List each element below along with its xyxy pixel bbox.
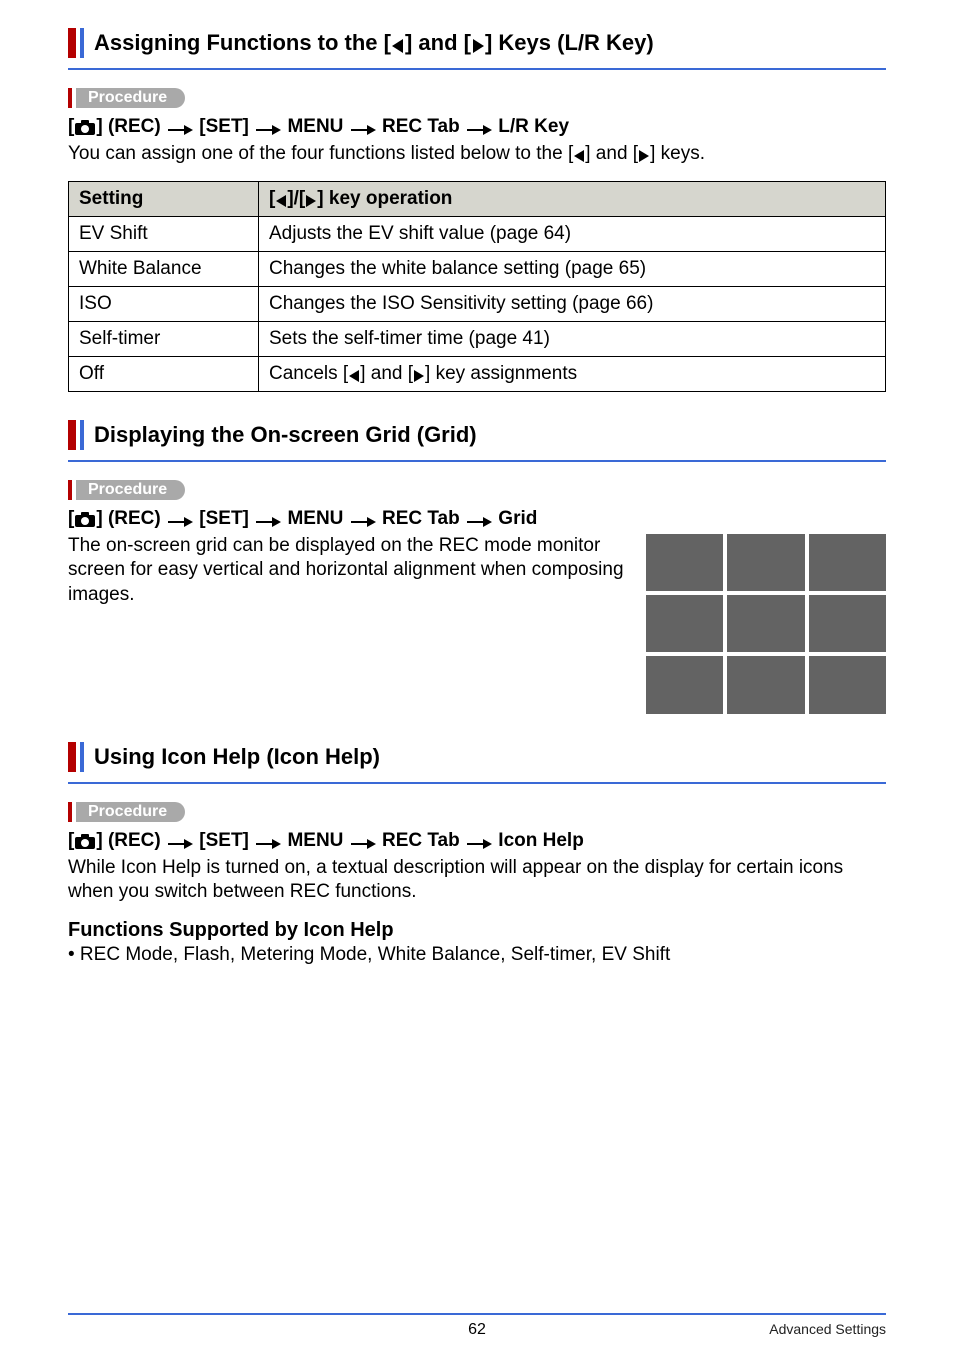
cell-op: Sets the self-timer time (page 41) (259, 321, 886, 356)
camera-icon: [] (68, 508, 103, 529)
procedure-red-bar (68, 480, 72, 500)
cell-setting: Self-timer (69, 321, 259, 356)
table-row: EV Shift Adjusts the EV shift value (pag… (69, 216, 886, 251)
breadcrumb-lrkey: [] (REC) [SET] MENU REC Tab L/R Key (68, 116, 886, 138)
arrow-icon (254, 838, 282, 850)
heading-text-lrkey: Assigning Functions to the [] and [] Key… (94, 28, 654, 58)
arrow-icon (349, 838, 377, 850)
crumb-tab: REC Tab (382, 508, 460, 529)
crumb-menu: MENU (287, 116, 343, 137)
settings-table: Setting []/[] key operation EV Shift Adj… (68, 181, 886, 392)
page-number: 62 (468, 1321, 486, 1339)
footer-label: Advanced Settings (769, 1321, 886, 1337)
breadcrumb-grid: [] (REC) [SET] MENU REC Tab Grid (68, 508, 886, 530)
crumb-tab: REC Tab (382, 116, 460, 137)
procedure-pill: Procedure (76, 88, 185, 108)
crumb-rec: (REC) (108, 830, 161, 851)
crumb-set: [SET] (199, 116, 249, 137)
procedure-red-bar (68, 802, 72, 822)
table-row: White Balance Changes the white balance … (69, 251, 886, 286)
section-heading-grid: Displaying the On-screen Grid (Grid) (68, 420, 886, 450)
camera-icon: [] (68, 116, 103, 137)
crumb-rec: (REC) (108, 508, 161, 529)
cell-setting: EV Shift (69, 216, 259, 251)
grid-preview (646, 534, 886, 714)
heading-underline (68, 68, 886, 70)
arrow-icon (465, 516, 493, 528)
crumb-target: Grid (498, 508, 537, 529)
arrow-icon (349, 516, 377, 528)
bullet-iconhelp: • REC Mode, Flash, Metering Mode, White … (68, 944, 886, 966)
section-heading-iconhelp: Using Icon Help (Icon Help) (68, 742, 886, 772)
heading-red-bar (68, 420, 76, 450)
heading-text-grid: Displaying the On-screen Grid (Grid) (94, 420, 477, 450)
procedure-label-row: Procedure (68, 88, 886, 108)
arrow-icon (166, 124, 194, 136)
heading-red-bar (68, 742, 76, 772)
body-text-iconhelp: While Icon Help is turned on, a textual … (68, 856, 886, 905)
cell-op: Adjusts the EV shift value (page 64) (259, 216, 886, 251)
arrow-icon (166, 516, 194, 528)
crumb-target: L/R Key (498, 116, 569, 137)
crumb-tab: REC Tab (382, 830, 460, 851)
crumb-target: Icon Help (498, 830, 584, 851)
body-text-grid: The on-screen grid can be displayed on t… (68, 534, 632, 714)
procedure-label-row: Procedure (68, 480, 886, 500)
arrow-icon (254, 124, 282, 136)
cell-op: Cancels [] and [] key assignments (259, 356, 886, 391)
heading-blue-bar (80, 420, 84, 450)
th-setting: Setting (69, 181, 259, 216)
procedure-pill: Procedure (76, 480, 185, 500)
table-row: ISO Changes the ISO Sensitivity setting … (69, 286, 886, 321)
heading-underline (68, 460, 886, 462)
heading-red-bar (68, 28, 76, 58)
camera-icon: [] (68, 830, 103, 851)
cell-setting: ISO (69, 286, 259, 321)
arrow-icon (465, 124, 493, 136)
subhead-iconhelp: Functions Supported by Icon Help (68, 919, 886, 942)
procedure-label-row: Procedure (68, 802, 886, 822)
procedure-red-bar (68, 88, 72, 108)
body-text-lrkey: You can assign one of the four functions… (68, 142, 886, 167)
heading-blue-bar (80, 742, 84, 772)
th-op: []/[] key operation (259, 181, 886, 216)
crumb-menu: MENU (287, 830, 343, 851)
arrow-icon (166, 838, 194, 850)
page-footer: 62 Advanced Settings (68, 1313, 886, 1339)
procedure-pill: Procedure (76, 802, 185, 822)
breadcrumb-iconhelp: [] (REC) [SET] MENU REC Tab Icon Help (68, 830, 886, 852)
crumb-set: [SET] (199, 830, 249, 851)
heading-text-iconhelp: Using Icon Help (Icon Help) (94, 742, 380, 772)
cell-setting: Off (69, 356, 259, 391)
table-row: Self-timer Sets the self-timer time (pag… (69, 321, 886, 356)
crumb-set: [SET] (199, 508, 249, 529)
arrow-icon (254, 516, 282, 528)
arrow-icon (465, 838, 493, 850)
table-row: Off Cancels [] and [] key assignments (69, 356, 886, 391)
heading-underline (68, 782, 886, 784)
section-heading-lrkey: Assigning Functions to the [] and [] Key… (68, 28, 886, 58)
crumb-menu: MENU (287, 508, 343, 529)
cell-op: Changes the ISO Sensitivity setting (pag… (259, 286, 886, 321)
arrow-icon (349, 124, 377, 136)
cell-setting: White Balance (69, 251, 259, 286)
cell-op: Changes the white balance setting (page … (259, 251, 886, 286)
heading-blue-bar (80, 28, 84, 58)
crumb-rec: (REC) (108, 116, 161, 137)
